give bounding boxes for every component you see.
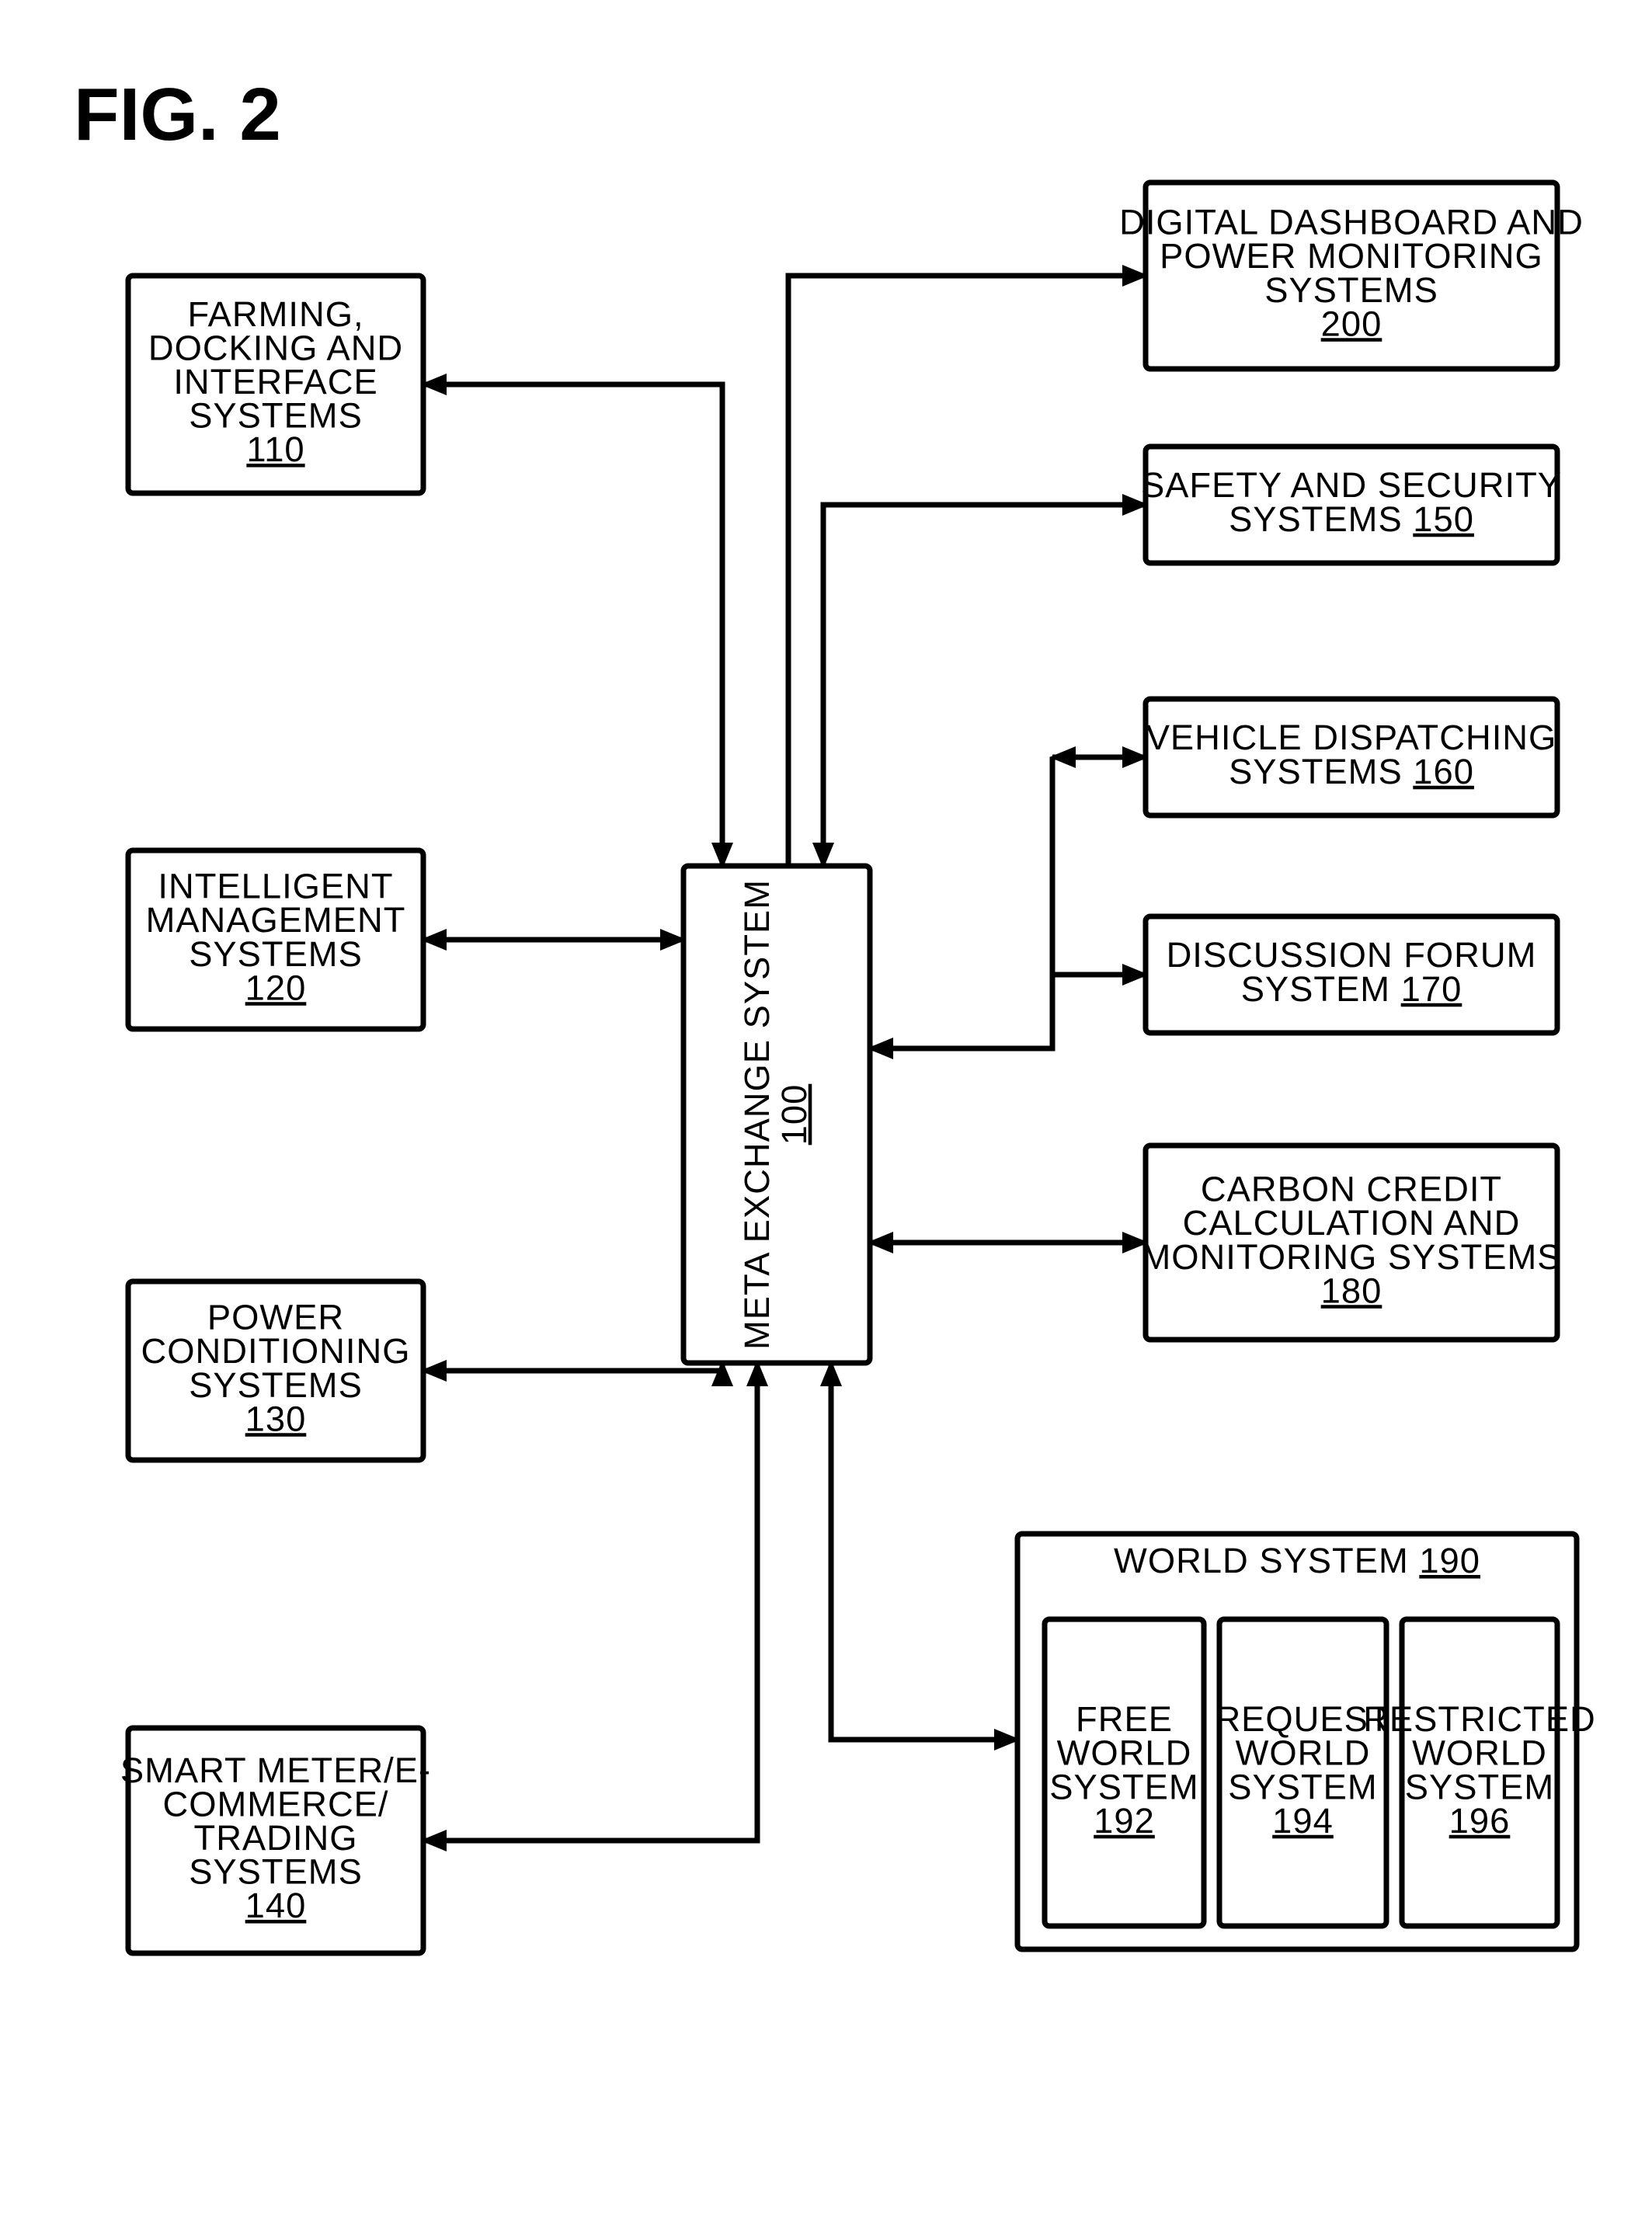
edge-trunk-n160 — [870, 757, 1052, 1048]
node-130: POWERCONDITIONINGSYSTEMS130 — [128, 1281, 423, 1460]
ref-number: 180 — [1321, 1271, 1382, 1310]
ref-number: 120 — [245, 968, 307, 1007]
edge-n100-n170 — [870, 975, 1146, 1048]
node-192: FREEWORLDSYSTEM192 — [1045, 1619, 1204, 1926]
ref-number: 110 — [246, 429, 304, 469]
edge-n100-n150 — [823, 505, 1146, 866]
node-180: CARBON CREDITCALCULATION ANDMONITORING S… — [1142, 1146, 1562, 1340]
figure-label: FIG. 2 — [74, 73, 281, 156]
ref-number: 130 — [245, 1399, 307, 1438]
edge-n100-n190 — [831, 1363, 1017, 1740]
node-200: DIGITAL DASHBOARD ANDPOWER MONITORINGSYS… — [1119, 183, 1584, 369]
ref-number: 140 — [245, 1886, 307, 1925]
node-120: INTELLIGENTMANAGEMENTSYSTEMS120 — [128, 850, 423, 1029]
ref-number: 196 — [1449, 1801, 1511, 1841]
edge-n100-n200 — [788, 276, 1146, 866]
node-170: DISCUSSION FORUMSYSTEM 170 — [1146, 916, 1557, 1033]
edge-n100-n130 — [423, 1363, 722, 1371]
node-150: SAFETY AND SECURITYSYSTEMS 150 — [1141, 447, 1562, 563]
ref-number: 194 — [1272, 1801, 1334, 1841]
ref-number: 192 — [1094, 1801, 1155, 1841]
nodes-layer: FARMING,DOCKING ANDINTERFACESYSTEMS110 IN… — [120, 183, 1596, 1953]
ref-number: 200 — [1321, 304, 1382, 343]
edge-n100-n110 — [423, 384, 722, 866]
node-110: FARMING,DOCKING ANDINTERFACESYSTEMS110 — [128, 276, 423, 493]
node-194: REQUESTWORLDSYSTEM194 — [1215, 1619, 1390, 1926]
node-label: WORLD SYSTEM 190 — [1114, 1541, 1480, 1580]
node-100: META EXCHANGE SYSTEM100 — [683, 866, 870, 1363]
edge-n100-n140 — [423, 1363, 757, 1841]
node-160: VEHICLE DISPATCHINGSYSTEMS 160 — [1146, 699, 1557, 815]
node-140: SMART METER/E-COMMERCE/TRADINGSYSTEMS140 — [120, 1728, 431, 1953]
